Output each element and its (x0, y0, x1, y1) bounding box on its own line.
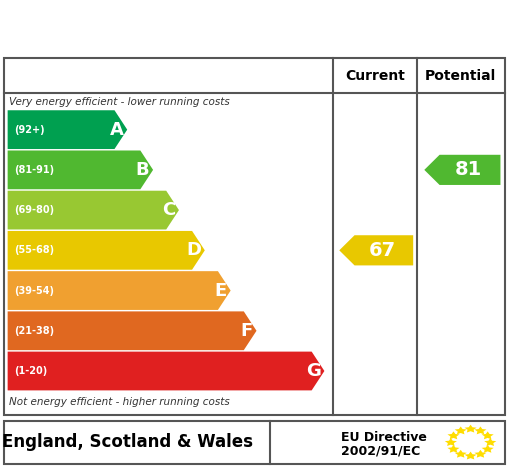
Polygon shape (474, 450, 487, 458)
Polygon shape (484, 438, 496, 446)
Polygon shape (425, 155, 500, 185)
Text: (69-80): (69-80) (14, 205, 54, 215)
Text: F: F (240, 322, 252, 340)
Text: (81-91): (81-91) (14, 165, 54, 175)
Polygon shape (8, 352, 324, 390)
Text: Potential: Potential (425, 69, 496, 83)
Text: England, Scotland & Wales: England, Scotland & Wales (2, 433, 253, 452)
Polygon shape (8, 110, 127, 149)
Text: A: A (109, 120, 123, 139)
Text: (1-20): (1-20) (14, 366, 47, 376)
Text: 67: 67 (369, 241, 396, 260)
Text: Not energy efficient - higher running costs: Not energy efficient - higher running co… (9, 396, 230, 407)
Bar (4, 421, 505, 464)
Text: D: D (186, 241, 201, 259)
Polygon shape (447, 445, 460, 453)
Polygon shape (8, 311, 257, 350)
Text: EU Directive: EU Directive (341, 431, 427, 444)
Text: (55-68): (55-68) (14, 245, 54, 255)
Polygon shape (447, 432, 460, 439)
Text: (21-38): (21-38) (14, 326, 54, 336)
Text: Energy Efficiency Rating: Energy Efficiency Rating (20, 14, 384, 41)
Polygon shape (8, 150, 153, 189)
Polygon shape (340, 235, 413, 265)
Text: C: C (162, 201, 175, 219)
Text: Current: Current (346, 69, 405, 83)
Polygon shape (8, 231, 205, 270)
Polygon shape (445, 438, 457, 446)
Text: (39-54): (39-54) (14, 285, 54, 296)
Text: 2002/91/EC: 2002/91/EC (341, 445, 420, 458)
Polygon shape (482, 432, 494, 439)
Polygon shape (8, 271, 231, 310)
Text: 81: 81 (455, 160, 482, 179)
Polygon shape (482, 445, 494, 453)
Polygon shape (465, 425, 476, 432)
Text: (92+): (92+) (14, 125, 44, 134)
Polygon shape (455, 450, 467, 458)
Polygon shape (455, 426, 467, 434)
Text: Very energy efficient - lower running costs: Very energy efficient - lower running co… (9, 97, 230, 107)
Polygon shape (474, 426, 487, 434)
Polygon shape (465, 452, 476, 460)
Text: E: E (215, 282, 227, 299)
Polygon shape (8, 191, 179, 229)
Text: G: G (306, 362, 321, 380)
Text: B: B (135, 161, 149, 179)
